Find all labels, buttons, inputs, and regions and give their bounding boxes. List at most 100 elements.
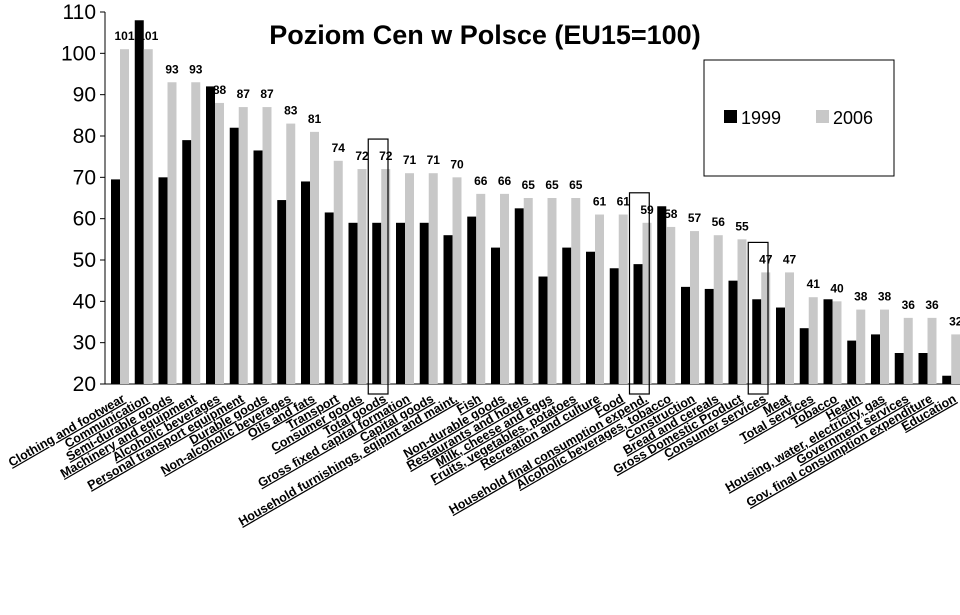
- data-label-total-services: 41: [807, 277, 821, 291]
- bar-1999-education: [942, 375, 952, 384]
- bar-1999-alcoholic-beverages-tobacco: [657, 206, 667, 384]
- bar-2006-consumer-goods: [357, 169, 367, 384]
- bar-2006-housing-water-electricity-gas: [880, 309, 889, 384]
- bar-2006-food: [618, 214, 628, 384]
- data-label-non-alcoholic-beverages: 83: [284, 104, 298, 118]
- bar-1999-recreation-and-culture: [586, 251, 595, 384]
- bar-1999-tobacco: [823, 299, 833, 384]
- bar-2006-gross-domestic-product: [737, 239, 747, 384]
- bar-2006-education: [951, 334, 960, 384]
- bar-2006-personal-transport-equipment: [238, 107, 248, 385]
- y-tick-label: 100: [61, 42, 96, 65]
- y-tick-label: 20: [73, 373, 96, 396]
- y-tick-label: 40: [73, 290, 96, 313]
- bar-2006-non-alcoholic-beverages: [286, 123, 296, 384]
- bar-1999-consumer-services: [752, 299, 762, 384]
- bar-1999-personal-transport-equipment: [229, 127, 239, 384]
- bars: [111, 20, 960, 385]
- bar-1999-non-alcoholic-beverages: [277, 200, 287, 384]
- bar-2006-durable-goods: [262, 107, 272, 385]
- bar-1999-household-final-consumption-expend: [633, 264, 643, 384]
- bar-1999-food: [609, 268, 619, 384]
- bar-1999-health: [847, 340, 857, 384]
- data-label-gross-domestic-product: 55: [735, 219, 749, 233]
- bar-2006-construction: [690, 231, 699, 384]
- data-label-oils-and-fats: 81: [308, 112, 322, 126]
- bar-1999-fish: [467, 216, 477, 384]
- bar-1999-construction: [681, 286, 690, 384]
- data-label-bread-and-cereals: 56: [712, 215, 726, 229]
- bar-2006-clothing-and-footwear: [120, 49, 129, 384]
- bar-1999-bread-and-cereals: [704, 288, 714, 384]
- bar-2006-government-services: [903, 317, 913, 384]
- bar-2006-tobacco: [832, 301, 842, 384]
- bar-1999-total-goods: [372, 222, 382, 384]
- bar-2006-transport: [333, 160, 343, 384]
- data-label-fruits-vegetables-potatoes: 65: [569, 178, 583, 192]
- y-tick-label: 110: [63, 1, 96, 24]
- y-tick-label: 60: [73, 208, 96, 231]
- bar-2006-total-services: [808, 297, 818, 384]
- data-label-capital-goods: 71: [427, 153, 441, 167]
- data-label-gov-final-consumption-expenditure: 36: [925, 298, 939, 312]
- data-label-education: 32: [949, 314, 960, 328]
- bar-1999-non-durable-goods: [491, 247, 500, 384]
- data-label-personal-transport-equipment: 87: [237, 87, 251, 101]
- data-label-consumer-goods: 72: [355, 149, 369, 163]
- data-label-semi-durable-goods: 93: [165, 62, 179, 76]
- data-label-tobacco: 40: [830, 281, 844, 295]
- bar-2006-capital-goods: [428, 173, 438, 384]
- bar-1999-government-services: [894, 353, 904, 384]
- bar-1999-transport: [324, 212, 334, 384]
- data-label-milk-cheese-and-eggs: 65: [545, 178, 559, 192]
- data-label-construction: 57: [688, 211, 702, 225]
- data-label-household-furnishings-eqipmt-and-maint: 70: [450, 157, 464, 171]
- bar-1999-total-services: [799, 328, 809, 384]
- bar-1999-machinery-and-equipment: [182, 140, 192, 384]
- bar-2006-recreation-and-culture: [595, 214, 604, 384]
- bar-2006-milk-cheese-and-eggs: [547, 198, 557, 384]
- chart-title: Poziom Cen w Polsce (EU15=100): [269, 20, 700, 50]
- bar-2006-communication: [143, 49, 153, 384]
- bar-1999-semi-durable-goods: [158, 177, 168, 384]
- y-tick-label: 90: [73, 84, 96, 107]
- bar-2006-restaurants-and-hotels: [523, 198, 533, 384]
- data-label-non-durable-goods: 66: [498, 174, 512, 188]
- bar-2006-health: [856, 309, 866, 384]
- y-tick-label: 80: [73, 125, 96, 148]
- bar-1999-housing-water-electricity-gas: [871, 334, 880, 384]
- bar-1999-household-furnishings-eqipmt-and-maint: [443, 235, 453, 384]
- bar-2006-household-final-consumption-expend: [642, 222, 652, 384]
- bar-2006-non-durable-goods: [500, 193, 509, 384]
- bar-2006-oils-and-fats: [310, 131, 319, 384]
- bar-1999-clothing-and-footwear: [111, 179, 120, 384]
- bar-2006-bread-and-cereals: [713, 235, 723, 384]
- x-axis-labels: Clothing and footwearCommunicationSemi-d…: [6, 391, 959, 529]
- data-labels: 101 101 93 93 88 87 87 83 81 74 72 72 71 71 70 66 66 65 65…: [114, 29, 960, 328]
- bar-1999-capital-goods: [419, 222, 429, 384]
- bar-1999-durable-goods: [253, 150, 263, 384]
- bar-1999-oils-and-fats: [301, 181, 310, 384]
- bar-2006-household-furnishings-eqipmt-and-maint: [452, 177, 462, 384]
- highlight-box-household-final-consumption-expend: [628, 192, 650, 395]
- bar-1999-meat: [776, 307, 785, 384]
- data-label-communication: 101: [138, 29, 158, 43]
- bar-2006-fruits-vegetables-potatoes: [571, 198, 581, 384]
- data-label-durable-goods: 87: [260, 87, 274, 101]
- bar-2006-total-goods: [381, 169, 391, 384]
- data-label-total-goods: 72: [379, 149, 393, 163]
- y-tick-label: 30: [73, 332, 96, 355]
- bar-2006-gov-final-consumption-expenditure: [927, 317, 937, 384]
- data-label-gross-fixed-capital-formation: 71: [403, 153, 417, 167]
- data-label-clothing-and-footwear: 101: [114, 29, 134, 43]
- bar-1999-consumer-goods: [348, 222, 358, 384]
- data-label-machinery-and-equipment: 93: [189, 62, 203, 76]
- highlight-box-total-goods: [367, 138, 389, 395]
- data-label-alcoholic-beverages: 88: [213, 83, 227, 97]
- legend-label-1999: 1999: [741, 108, 781, 128]
- y-tick-label: 70: [73, 166, 96, 189]
- data-label-health: 38: [854, 290, 868, 304]
- bar-1999-fruits-vegetables-potatoes: [562, 247, 572, 384]
- legend: 1999 2006: [703, 59, 895, 177]
